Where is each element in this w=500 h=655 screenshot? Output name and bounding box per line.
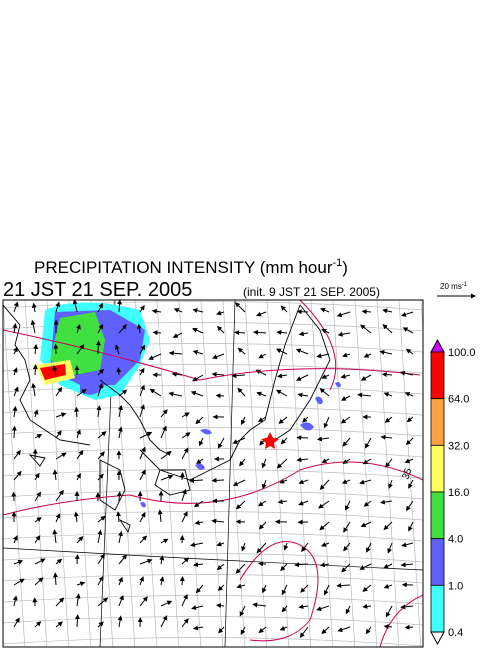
wind-arrow: [298, 312, 308, 313]
colorbar-segment: [431, 539, 444, 586]
colorbar-segment: [431, 352, 444, 399]
wind-arrow: [154, 332, 162, 333]
wind-arrow: [119, 492, 120, 501]
colorbar-label: 32.0: [448, 440, 469, 452]
colorbar-under: [431, 632, 444, 644]
wind-arrow: [297, 438, 308, 439]
wind-arrow: [406, 627, 413, 628]
wind-arrow: [182, 577, 183, 585]
wind-arrow: [235, 332, 245, 333]
wind-arrow: [77, 615, 78, 627]
colorbar: 100.0 64.0 32.0 16.0 4.0 1.0 0.4: [431, 340, 476, 644]
wind-arrow: [217, 395, 224, 396]
valid-time: 21 JST 21 SEP. 2005: [3, 279, 192, 301]
colorbar-label: 1.0: [448, 580, 463, 592]
wind-arrow: [35, 365, 36, 375]
wind-arrow: [259, 563, 266, 564]
title: PRECIPITATION INTENSITY (mm hour-1): [34, 257, 348, 277]
colorbar-segment: [431, 585, 444, 632]
wind-arrow: [363, 311, 371, 312]
wind-arrow: [182, 473, 183, 480]
colorbar-segment: [431, 399, 444, 446]
wind-arrow: [76, 408, 77, 417]
map-area: [0, 300, 487, 650]
init-time: (init. 9 JST 21 SEP. 2005): [243, 285, 380, 299]
wind-arrow: [98, 341, 99, 354]
wind-arrow: [14, 427, 15, 438]
colorbar-label: 0.4: [448, 627, 463, 639]
colorbar-label: 4.0: [448, 534, 463, 546]
colorbar-segment: [431, 445, 444, 492]
colorbar-segment: [431, 492, 444, 539]
wind-arrow: [383, 374, 392, 375]
colorbar-label: 64.0: [448, 394, 469, 406]
colorbar-over: [431, 340, 444, 352]
wind-arrow: [118, 368, 119, 375]
wind-scale-label: 20 ms-1: [440, 282, 468, 291]
colorbar-label: 100.0: [448, 347, 476, 359]
colorbar-label: 16.0: [448, 487, 469, 499]
wind-arrow: [237, 522, 245, 523]
wind-arrow: [77, 555, 78, 564]
wind-arrow: [213, 480, 225, 481]
